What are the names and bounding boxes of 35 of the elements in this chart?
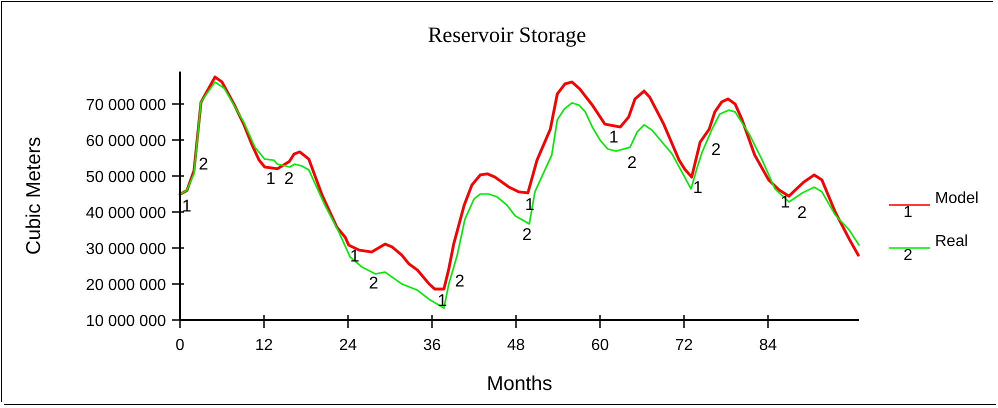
y-tick-label: 20 000 000	[86, 277, 166, 294]
y-axis-title: Cubic Meters	[23, 136, 45, 255]
text: 1	[904, 204, 912, 221]
chart-title: Reservoir Storage	[428, 22, 586, 47]
text: 2	[904, 247, 912, 264]
legend-label: Real	[935, 233, 968, 250]
y-tick-label: 30 000 000	[86, 241, 166, 258]
annotation: 1	[266, 169, 276, 188]
annotation: 2	[368, 273, 378, 292]
annotation: 1	[609, 128, 618, 147]
y-tick-label: 10 000 000	[86, 313, 166, 330]
x-tick-label: 60	[591, 337, 609, 354]
annotation: 1	[182, 196, 192, 216]
x-tick-label: 72	[675, 337, 693, 354]
legend-label: Model	[935, 190, 979, 207]
annotation: 1	[350, 246, 360, 266]
y-tick-label: 60 000 000	[86, 133, 166, 150]
x-tick-label: 0	[176, 337, 185, 354]
annotation: 2	[797, 203, 807, 222]
x-tick-label: 24	[339, 337, 357, 354]
annotation: 1	[693, 178, 702, 197]
x-tick-label: 84	[759, 337, 777, 354]
annotation: 2	[198, 154, 208, 174]
annotation: 2	[711, 140, 721, 160]
annotation: 2	[284, 169, 294, 188]
y-tick-label: 50 000 000	[86, 169, 166, 186]
annotation: 2	[522, 224, 532, 244]
x-axis-title: Months	[486, 373, 552, 395]
x-tick-label: 12	[255, 337, 273, 354]
annotation: 2	[455, 272, 464, 291]
x-tick-label: 48	[507, 337, 525, 354]
x-tick-label: 36	[423, 337, 441, 354]
annotation: 2	[627, 152, 637, 172]
y-tick-label: 70 000 000	[86, 97, 166, 114]
y-tick-label: 40 000 000	[86, 205, 166, 222]
